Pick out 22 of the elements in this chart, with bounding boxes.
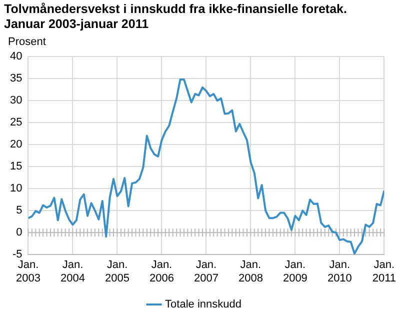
y-tick-label: -5 <box>12 248 22 261</box>
x-tick-label: Jan. 2005 <box>104 259 130 284</box>
y-tick-label: 20 <box>10 138 22 151</box>
y-tick-label: 0 <box>16 226 22 239</box>
x-tick-label: Jan. 2004 <box>60 259 85 284</box>
y-tick-label: 5 <box>16 204 22 217</box>
x-tick-label: Jan. 2008 <box>238 259 263 284</box>
y-tick-label: 30 <box>10 94 22 107</box>
y-tick-label: 10 <box>10 182 22 195</box>
x-tick-label: Jan. 2006 <box>149 259 174 284</box>
x-tick-label: Jan. 2009 <box>282 259 308 284</box>
x-tick-label: Jan. 2010 <box>327 259 352 284</box>
y-axis-title: Prosent <box>8 36 46 48</box>
y-tick-label: 25 <box>10 116 22 129</box>
legend-label: Totale innskudd <box>165 298 242 311</box>
y-tick-label: 40 <box>10 50 22 63</box>
chart-title: Tolvmånedersvekst i innskudd fra ikke-finansielle foretak. Januar 2003-januar 2011 <box>4 2 347 32</box>
x-tick-label: Jan. 2003 <box>16 259 40 284</box>
x-tick-label: Jan. 2011 <box>372 259 396 284</box>
y-tick-label: 35 <box>10 72 22 85</box>
y-tick-label: 15 <box>10 160 22 173</box>
x-tick-label: Jan. 2007 <box>194 259 218 284</box>
